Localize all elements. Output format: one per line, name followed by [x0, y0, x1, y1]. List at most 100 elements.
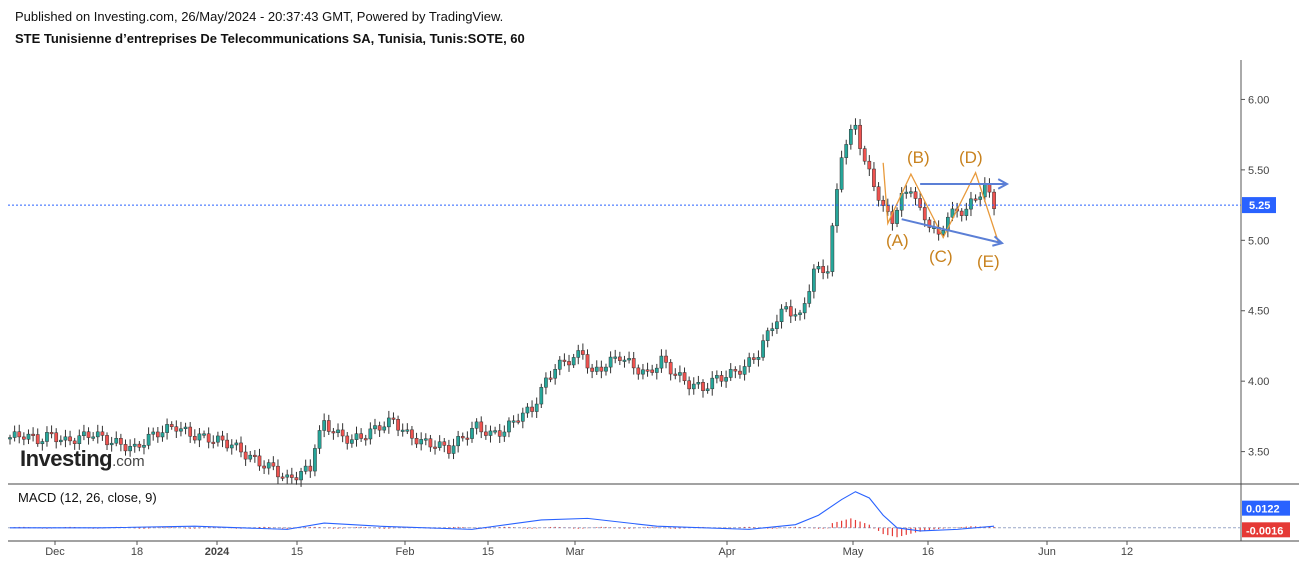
candle-body	[738, 370, 742, 375]
macd-value-label: -0.0016	[1246, 525, 1283, 537]
candle-body	[756, 357, 761, 360]
candle-body	[40, 441, 45, 445]
x-tick-label: Jun	[1038, 546, 1056, 558]
candle-body	[733, 369, 738, 372]
candle-body	[451, 445, 456, 454]
candle-body	[969, 198, 973, 210]
candle-body	[285, 474, 290, 478]
candle-body	[470, 428, 474, 439]
x-tick-label: May	[843, 546, 864, 558]
candle-body	[650, 369, 655, 373]
candle-body	[82, 431, 86, 436]
x-tick-label: 15	[482, 546, 494, 558]
candle-body	[160, 432, 165, 438]
candle-body	[502, 431, 507, 437]
candle-body	[816, 266, 821, 270]
candle-body	[876, 186, 881, 201]
candle-body	[8, 437, 12, 440]
candle-body	[253, 454, 257, 457]
candle-body	[257, 455, 262, 467]
chart-title: STE Tunisienne d’entreprises De Telecomm…	[15, 31, 525, 46]
candle-body	[488, 430, 493, 436]
candle-body	[382, 426, 387, 431]
candle-body	[45, 432, 49, 442]
candle-body	[659, 355, 664, 369]
candle-body	[636, 367, 641, 375]
candle-body	[645, 369, 650, 372]
candle-body	[368, 428, 373, 440]
macd-label: MACD (12, 26, close, 9)	[18, 490, 157, 505]
candle-body	[715, 375, 719, 379]
candle-body	[456, 436, 460, 447]
candle-body	[793, 314, 798, 317]
investing-logo: Investing.com	[20, 446, 145, 471]
candle-body	[377, 425, 382, 431]
candle-body	[493, 430, 497, 433]
candle-body	[950, 208, 955, 218]
candle-body	[423, 438, 428, 441]
y-tick-label: 5.00	[1248, 235, 1269, 247]
candle-body	[414, 437, 419, 445]
candle-body	[206, 433, 211, 443]
candle-body	[742, 366, 747, 375]
macd-value-label: 0.0122	[1246, 504, 1280, 516]
candle-body	[49, 432, 54, 435]
candle-body	[266, 462, 271, 469]
candle-body	[881, 200, 886, 206]
macd-pane: 0.0122 -0.0016	[8, 491, 1290, 538]
x-tick-label: Dec	[45, 546, 65, 558]
candle-body	[63, 436, 68, 441]
candle-body	[410, 429, 414, 439]
candle-body	[12, 431, 17, 438]
candle-body	[654, 367, 659, 373]
candle-body	[927, 219, 932, 228]
candle-body	[386, 417, 391, 428]
candle-body	[844, 144, 849, 158]
candle-body	[701, 382, 705, 391]
elliott-label: (D)	[959, 148, 983, 167]
candle-body	[396, 419, 400, 431]
candle-body	[294, 477, 299, 481]
candle-body	[599, 366, 604, 372]
x-tick-label: 12	[1121, 546, 1133, 558]
candle-body	[585, 354, 590, 369]
candle-body	[479, 421, 484, 433]
candle-body	[359, 433, 363, 439]
candle-body	[331, 431, 336, 434]
candle-body	[234, 442, 239, 446]
candle-body	[788, 306, 793, 317]
elliott-label: (C)	[929, 247, 953, 266]
candle-body	[146, 433, 151, 446]
candle-body	[188, 426, 193, 437]
candle-body	[673, 373, 678, 376]
candle-body	[553, 369, 558, 379]
last-price-label: 5.25	[1249, 200, 1270, 212]
candle-body	[114, 438, 119, 444]
x-tick-label: Apr	[718, 546, 735, 558]
candle-body	[91, 436, 96, 439]
elliott-label: (B)	[907, 148, 930, 167]
candle-body	[751, 357, 756, 360]
candle-body	[405, 429, 410, 432]
candle-body	[354, 433, 359, 440]
candle-body	[747, 357, 752, 367]
candle-body	[918, 198, 922, 208]
candle-body	[26, 433, 31, 440]
candle-body	[174, 426, 179, 432]
support-arrow-head	[992, 235, 1005, 247]
y-tick-label: 4.50	[1248, 306, 1269, 318]
candle-body	[830, 225, 835, 272]
candle-body	[516, 420, 521, 423]
candle-body	[617, 356, 622, 361]
x-tick-label: 16	[922, 546, 934, 558]
candle-body	[132, 443, 137, 447]
candle-body	[109, 442, 114, 446]
candle-body	[340, 429, 345, 437]
candle-body	[419, 439, 424, 445]
candle-body	[770, 328, 775, 331]
candle-body	[165, 424, 169, 433]
candle-body	[86, 431, 91, 438]
candle-body	[373, 425, 377, 430]
candle-body	[784, 306, 789, 310]
